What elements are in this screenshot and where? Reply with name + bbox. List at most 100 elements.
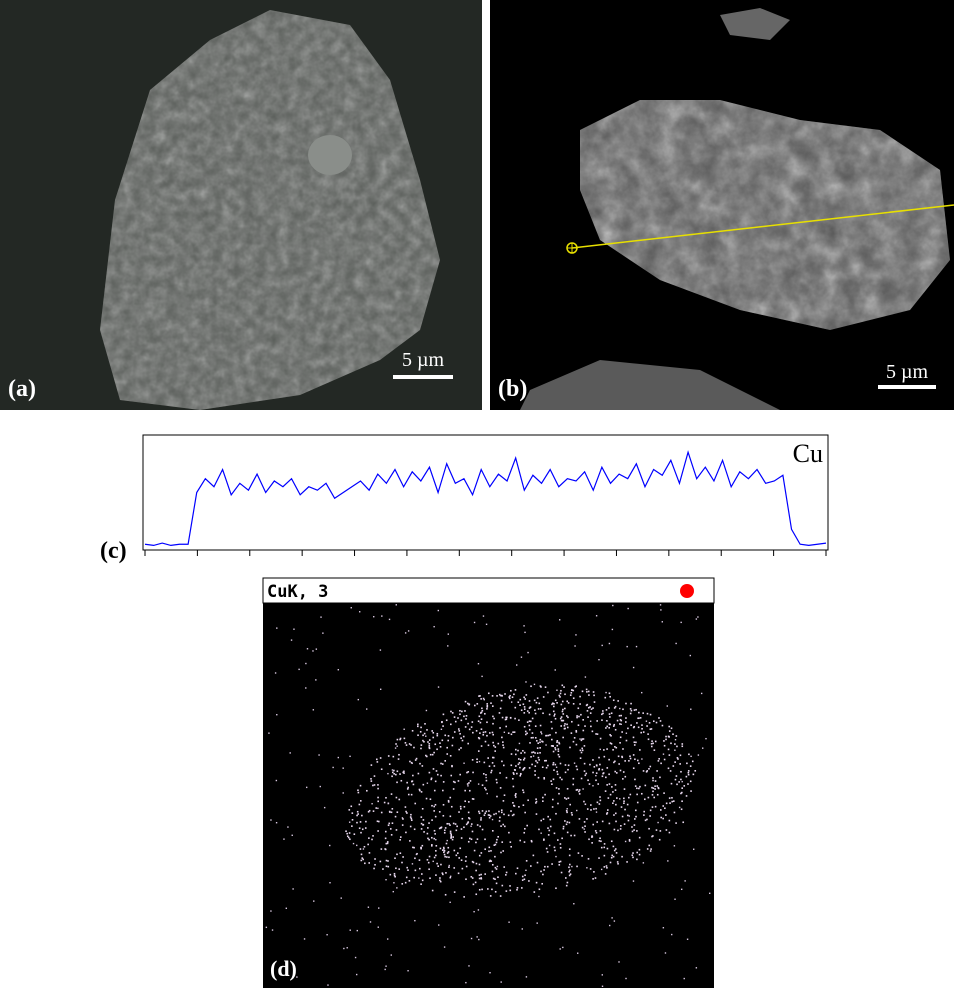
- map-dot: [547, 851, 549, 853]
- map-dot: [490, 702, 492, 704]
- map-dot: [484, 713, 486, 715]
- map-dot: [640, 717, 642, 719]
- map-dot: [547, 765, 549, 767]
- map-dot: [476, 730, 478, 732]
- map-dot: [681, 792, 683, 794]
- map-dot: [497, 743, 499, 745]
- map-dot: [686, 763, 688, 765]
- map-dot: [512, 802, 514, 804]
- map-dot: [479, 878, 481, 880]
- map-dot: [601, 847, 603, 849]
- map-dot: [505, 719, 507, 721]
- map-dot: [567, 832, 569, 834]
- map-dot: [410, 744, 412, 746]
- map-dot: [443, 851, 445, 853]
- map-dot: [532, 737, 534, 739]
- map-dot: [524, 878, 526, 880]
- map-dot: [688, 754, 690, 756]
- map-dot: [452, 839, 454, 841]
- map-dot: [399, 773, 401, 775]
- map-dot: [656, 722, 658, 724]
- map-dot: [442, 790, 444, 792]
- map-dot: [665, 952, 666, 953]
- map-dot: [496, 779, 498, 781]
- map-dot: [609, 692, 611, 694]
- map-dot: [634, 818, 636, 820]
- map-dot: [638, 788, 640, 790]
- map-dot: [537, 762, 539, 764]
- map-dot: [674, 761, 676, 763]
- map-dot: [591, 708, 593, 710]
- map-dot: [515, 749, 517, 751]
- map-dot: [558, 788, 560, 790]
- map-dot: [630, 724, 632, 726]
- map-dot: [671, 801, 673, 803]
- map-dot: [440, 848, 442, 850]
- map-dot: [489, 817, 491, 819]
- map-dot: [635, 810, 637, 812]
- map-dot: [497, 866, 498, 867]
- map-dot: [312, 650, 313, 651]
- map-dot: [590, 712, 592, 714]
- map-dot: [494, 746, 496, 748]
- map-dot: [619, 798, 620, 799]
- map-dot: [450, 835, 452, 837]
- map-dot: [373, 616, 374, 617]
- map-dot: [538, 759, 540, 761]
- map-dot: [461, 828, 463, 830]
- map-dot: [450, 711, 452, 713]
- map-dot: [436, 770, 438, 772]
- map-dot: [298, 669, 299, 670]
- map-dot: [476, 703, 478, 705]
- map-dot: [385, 879, 386, 880]
- map-dot: [623, 800, 625, 802]
- map-dot: [652, 780, 654, 782]
- map-dot: [639, 854, 641, 856]
- map-dot: [588, 691, 590, 693]
- map-dot: [415, 870, 417, 872]
- map-dot: [526, 976, 527, 977]
- map-dot: [439, 811, 441, 813]
- map-dot: [488, 810, 490, 812]
- map-dot: [534, 765, 536, 767]
- map-dot: [346, 833, 348, 835]
- map-dot: [502, 824, 504, 826]
- map-dot: [571, 866, 572, 867]
- map-dot: [470, 826, 471, 827]
- panel-b: 5 µm (b): [490, 0, 954, 410]
- map-dot: [603, 749, 605, 751]
- map-dot: [506, 777, 508, 779]
- map-dot: [440, 775, 442, 777]
- map-dot: [436, 863, 438, 865]
- map-dot: [687, 783, 689, 785]
- map-dot: [626, 861, 628, 863]
- map-dot: [671, 934, 672, 935]
- map-dot: [533, 755, 534, 756]
- map-dot: [538, 896, 539, 897]
- map-dot: [433, 861, 434, 862]
- map-dot: [518, 758, 520, 760]
- map-dot: [583, 730, 585, 732]
- map-dot: [657, 822, 658, 823]
- map-dot: [560, 718, 562, 720]
- map-dot: [488, 744, 490, 746]
- map-dot: [579, 793, 581, 795]
- map-dot: [460, 808, 462, 810]
- map-dot: [468, 817, 470, 819]
- map-dot: [480, 722, 482, 724]
- map-dot: [596, 615, 597, 616]
- map-dot: [602, 775, 604, 777]
- map-dot: [592, 824, 594, 826]
- map-dot: [534, 684, 535, 685]
- map-dot: [542, 766, 544, 768]
- map-dot: [581, 748, 583, 750]
- map-dot: [530, 865, 532, 867]
- map-dot: [551, 739, 553, 741]
- map-dot: [515, 796, 517, 798]
- map-dot: [610, 794, 612, 796]
- map-dot: [702, 747, 703, 748]
- map-dot: [543, 869, 545, 871]
- map-dot: [481, 889, 483, 891]
- map-dot: [354, 833, 356, 835]
- map-dot: [536, 922, 537, 923]
